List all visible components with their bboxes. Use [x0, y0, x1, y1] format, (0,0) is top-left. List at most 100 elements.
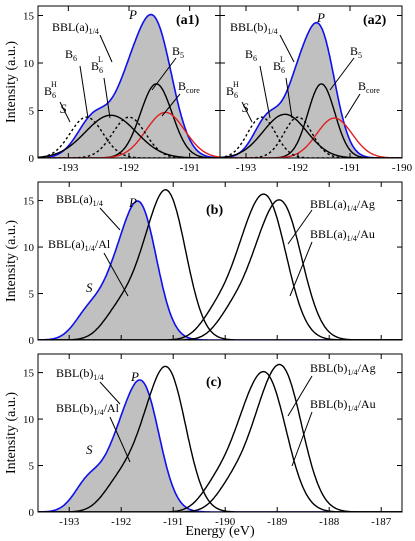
x-tick-label-c-1: -192	[111, 516, 131, 528]
label-bbl-b-au-sub: 1/4	[347, 404, 357, 413]
label-bcore: B	[178, 79, 186, 93]
label-bbl-b-c: BBL(b)	[56, 366, 93, 380]
leader-b6h	[59, 101, 71, 123]
ticks-a1: 0 5 10 15 -193 -192 -191	[23, 6, 220, 174]
ticks-c: 0 5 10 15 -193 -192 -191 -190 -189 -188 -187	[23, 354, 402, 528]
leader-b6	[79, 65, 89, 119]
leaders-b	[99, 207, 313, 297]
label-bbl-a-ag: BBL(a)	[310, 197, 347, 211]
series-line-c-bbl-b-1-4-au	[38, 363, 402, 512]
label-bbl-b-al-sub: 1/4	[93, 408, 103, 417]
y-tick-label-b-15: 15	[23, 196, 35, 208]
label-p: P	[128, 7, 137, 22]
leaders-c	[99, 375, 313, 467]
label-b6l-a2: B	[273, 59, 281, 73]
panel-a2: -193-192-191-190 (a2) BBL(b)1/4 P S B5 B…	[219, 5, 413, 174]
leader-b5-a2	[329, 57, 355, 91]
svg-text:B6: B6	[65, 47, 77, 63]
series-line-a2-bcore	[220, 117, 402, 158]
series-line-b-bbl-a-1-4-au	[38, 199, 402, 340]
leaders-a2	[241, 34, 361, 123]
label-b6h-a2-sup: H	[233, 80, 239, 89]
y-tick-label-c-0: 0	[29, 507, 35, 519]
x-tick-label-c-6: -187	[371, 516, 392, 528]
svg-text:BBL(a)1/4/Ag: BBL(a)1/4/Ag	[310, 197, 375, 213]
label-b6l-sup: L	[98, 55, 103, 64]
panel-label-c: (c)	[206, 375, 222, 390]
x-tick-label-a2-0: -193	[236, 162, 257, 174]
label-bbl-a-au: BBL(a)	[310, 227, 347, 241]
label-b6: B	[65, 47, 73, 61]
label-bbl-b-au: BBL(b)	[310, 397, 347, 411]
x-tick-label-a1-0: -193	[58, 162, 79, 174]
label-s-b: S	[86, 280, 93, 295]
y-axis-title-top: Intensity (a.u.)	[4, 41, 19, 123]
leader-b6l	[103, 77, 111, 119]
leader-b6l-a2	[285, 77, 293, 119]
y-tick-label-c-5: 5	[29, 461, 35, 473]
series-line-c-bbl-b-1-4	[38, 379, 402, 512]
svg-text:B5: B5	[350, 44, 362, 60]
label-s-c: S	[86, 442, 93, 457]
label-p-c: P	[130, 369, 139, 384]
label-bbl-b-au-suffix: /Au	[358, 397, 376, 411]
panel-label-a1: (a1)	[176, 13, 200, 28]
ticks-b: 0 5 10 15	[23, 182, 402, 347]
label-bbl-b: BBL(b)	[230, 20, 267, 34]
series-line-a1-b5	[38, 83, 220, 158]
y-tick-label-a1-10: 10	[23, 58, 35, 70]
label-b5: B	[172, 44, 180, 58]
leader-bcore	[161, 93, 181, 117]
frame-a2	[219, 5, 403, 159]
svg-text:BBL(a)1/4: BBL(a)1/4	[52, 20, 99, 36]
x-tick-label-c-0: -193	[59, 516, 80, 528]
svg-text:B6L: B6 L	[273, 55, 285, 75]
x-tick-label-c-2: -191	[163, 516, 183, 528]
ticks-a2: -193 -192 -191 -190	[220, 6, 413, 174]
label-bbl-a: BBL(a)	[52, 20, 89, 34]
label-p-b: P	[128, 195, 137, 210]
y-tick-label-c-10: 10	[23, 414, 35, 426]
label-bbl-a-ag-sub: 1/4	[347, 204, 357, 213]
label-b6h-a2: B	[226, 84, 234, 98]
panel-c: 0 5 10 15 -193 -192 -191 -190 -189 -188 -187 (c) B…	[23, 353, 403, 528]
svg-text:B6: B6	[245, 47, 257, 63]
series-fill-a2-bbl-b-1-4	[220, 22, 402, 158]
leader-b6-a2	[259, 65, 271, 119]
frame-b	[37, 181, 403, 341]
label-bbl-a-al-suffix: /Al	[95, 237, 111, 251]
leaders-a1	[59, 34, 181, 123]
label-bbl-a-al: BBL(a)	[48, 237, 85, 251]
svg-text:Bcore: Bcore	[178, 79, 200, 95]
label-b5-a2: B	[350, 44, 358, 58]
label-b6l: B	[91, 59, 99, 73]
leader-bbl-b-ag	[287, 375, 313, 417]
svg-text:B6L: B6 L	[91, 55, 103, 75]
label-bbl-b-al-suffix: /Al	[104, 401, 120, 415]
x-tick-label-a2-1: -192	[288, 162, 308, 174]
annotations-b: BBL(a)1/4 P S BBL(a)1/4/Al BBL(a)1/4/Ag …	[48, 192, 375, 295]
label-b6l-sub: 6	[99, 66, 103, 75]
svg-text:BBL(a)1/4/Au: BBL(a)1/4/Au	[310, 227, 375, 243]
leader-bbl-a-al	[103, 252, 129, 297]
label-s-a2: S	[242, 100, 249, 115]
label-bbl-a-al-sub: 1/4	[85, 244, 95, 253]
leader-bbl-b-au	[291, 411, 313, 467]
svg-text:Bcore: Bcore	[358, 79, 380, 95]
series-line-b-bbl-a-1-4-al	[38, 188, 402, 340]
x-tick-label-c-5: -188	[319, 516, 340, 528]
label-bbl-a-au-suffix: /Au	[357, 227, 375, 241]
annotations-a1: BBL(a)1/4 P S B5 B6 B6L B6H Bcore	[44, 7, 200, 116]
label-bbl-a-b: BBL(a)	[56, 192, 93, 206]
label-bbl-b-sub: 1/4	[267, 27, 277, 36]
svg-text:B6H: B6 H	[44, 80, 57, 100]
label-b5-a2-sub: 5	[358, 51, 362, 60]
label-b6-a2: B	[245, 47, 253, 61]
leader-bbl-b-al	[109, 416, 131, 463]
label-bbl-a-b-sub: 1/4	[93, 199, 103, 208]
label-b6-a2-sub: 6	[253, 54, 257, 63]
leader-bbl-a	[99, 34, 113, 63]
svg-text:BBL(a)1/4/Al: BBL(a)1/4/Al	[48, 237, 111, 253]
